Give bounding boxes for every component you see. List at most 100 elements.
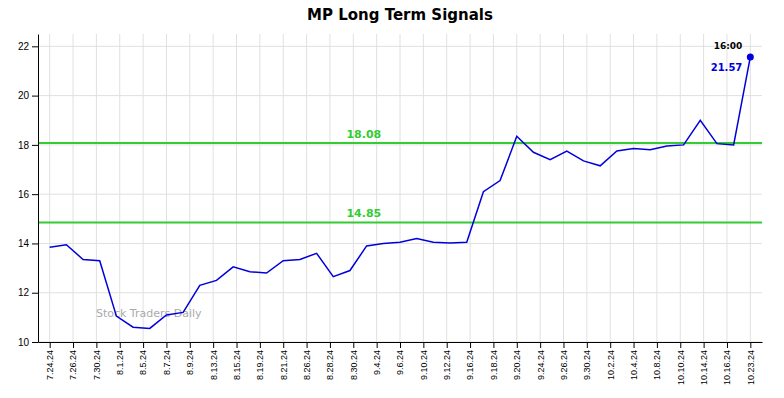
x-tick-mark — [73, 342, 74, 348]
x-tick: 9.18.24 — [489, 342, 499, 380]
grid-line-x — [563, 34, 564, 342]
x-tick: 8.19.24 — [255, 342, 265, 380]
grid-line-x — [189, 34, 190, 342]
x-tick-label: 9.30.24 — [582, 350, 592, 380]
x-tick: 8.7.24 — [162, 342, 172, 375]
x-tick-label: 10.16.24 — [722, 350, 732, 385]
grid-line-x — [656, 34, 657, 342]
y-tick-label: 12 — [18, 287, 30, 298]
x-tick: 8.28.24 — [325, 342, 335, 380]
x-tick: 8.13.24 — [209, 342, 219, 380]
x-tick-mark — [260, 342, 261, 348]
x-tick-mark — [377, 342, 378, 348]
x-tick-label: 9.12.24 — [442, 350, 452, 380]
price-line — [50, 57, 751, 329]
x-tick-label: 8.30.24 — [349, 350, 359, 380]
y-tick-mark — [32, 342, 38, 343]
x-tick-label: 9.16.24 — [465, 350, 475, 380]
x-tick-label: 8.5.24 — [138, 350, 148, 375]
x-tick-label: 8.7.24 — [162, 350, 172, 375]
x-tick: 9.6.24 — [395, 342, 405, 375]
x-tick-label: 9.6.24 — [395, 350, 405, 375]
x-tick-mark — [657, 342, 658, 348]
x-tick: 7.24.24 — [45, 342, 55, 380]
x-tick-label: 10.2.24 — [606, 350, 616, 380]
reference-label: 14.85 — [346, 207, 381, 220]
grid-line-x — [610, 34, 611, 342]
x-tick-mark — [517, 342, 518, 348]
reference-line — [38, 142, 762, 144]
reference-label: 18.08 — [346, 128, 381, 141]
x-tick: 8.21.24 — [279, 342, 289, 380]
y-tick: 10 — [18, 337, 38, 348]
chart: Stock Traders Daily 7.24.24 7.26.24 7.30.24… — [0, 0, 784, 398]
grid-line-x — [259, 34, 260, 342]
x-tick: 9.20.24 — [512, 342, 522, 380]
grid-line-x — [423, 34, 424, 342]
x-tick: 10.10.24 — [676, 342, 686, 385]
y-tick-label: 18 — [18, 140, 30, 151]
y-tick-label: 20 — [18, 90, 30, 101]
x-tick: 10.8.24 — [652, 342, 662, 380]
grid-line-x — [446, 34, 447, 342]
y-tick: 12 — [18, 287, 38, 298]
y-tick-mark — [32, 96, 38, 97]
x-tick: 9.24.24 — [536, 342, 546, 380]
x-tick-label: 10.4.24 — [629, 350, 639, 380]
x-tick-label: 8.13.24 — [209, 350, 219, 380]
y-tick-mark — [32, 46, 38, 47]
y-tick-mark — [32, 194, 38, 195]
x-tick-label: 10.8.24 — [652, 350, 662, 380]
x-tick: 8.1.24 — [115, 342, 125, 375]
x-tick-label: 7.30.24 — [92, 350, 102, 380]
x-tick-mark — [447, 342, 448, 348]
x-tick: 10.16.24 — [722, 342, 732, 385]
x-tick-mark — [190, 342, 191, 348]
x-tick: 9.12.24 — [442, 342, 452, 380]
x-tick: 9.4.24 — [372, 342, 382, 375]
x-tick-mark — [50, 342, 51, 348]
x-tick-mark — [470, 342, 471, 348]
x-tick-mark — [750, 342, 751, 348]
y-tick-label: 16 — [18, 189, 30, 200]
x-tick-mark — [330, 342, 331, 348]
grid-line-x — [493, 34, 494, 342]
x-tick-mark — [237, 342, 238, 348]
x-axis: 7.24.24 7.26.24 7.30.24 8.1.24 8.5.24 8.7.24 8… — [39, 342, 763, 385]
grid-line-x — [143, 34, 144, 342]
x-tick-mark — [587, 342, 588, 348]
x-tick-mark — [610, 342, 611, 348]
x-tick-label: 10.14.24 — [699, 350, 709, 385]
x-tick: 8.30.24 — [349, 342, 359, 380]
x-tick-label: 9.4.24 — [372, 350, 382, 375]
x-tick-mark — [143, 342, 144, 348]
watermark: Stock Traders Daily — [96, 307, 202, 320]
grid-line-x — [470, 34, 471, 342]
x-tick-label: 8.9.24 — [185, 350, 195, 375]
x-tick-label: 7.26.24 — [68, 350, 78, 380]
x-tick: 10.2.24 — [606, 342, 616, 380]
x-tick: 7.30.24 — [92, 342, 102, 380]
y-axis-line — [38, 35, 39, 343]
grid-line-x — [236, 34, 237, 342]
grid-line-x — [73, 34, 74, 342]
x-tick-label: 9.24.24 — [536, 350, 546, 380]
title: MP Long Term Signals — [307, 6, 493, 24]
grid-line-x — [586, 34, 587, 342]
last-value-label: 21.57 — [711, 62, 743, 73]
x-tick: 7.26.24 — [68, 342, 78, 380]
x-tick: 10.14.24 — [699, 342, 709, 385]
x-tick-mark — [727, 342, 728, 348]
x-tick: 8.5.24 — [138, 342, 148, 375]
grid-line-x — [680, 34, 681, 342]
x-tick: 8.26.24 — [302, 342, 312, 380]
y-axis: 10121416182022 — [18, 35, 39, 348]
y-tick: 16 — [18, 189, 38, 200]
grid-line-x — [49, 34, 50, 342]
x-tick: 9.30.24 — [582, 342, 592, 380]
x-tick-mark — [120, 342, 121, 348]
reference-line — [38, 221, 762, 223]
grid-line-x — [353, 34, 354, 342]
x-tick-label: 8.28.24 — [325, 350, 335, 380]
x-tick-mark — [680, 342, 681, 348]
